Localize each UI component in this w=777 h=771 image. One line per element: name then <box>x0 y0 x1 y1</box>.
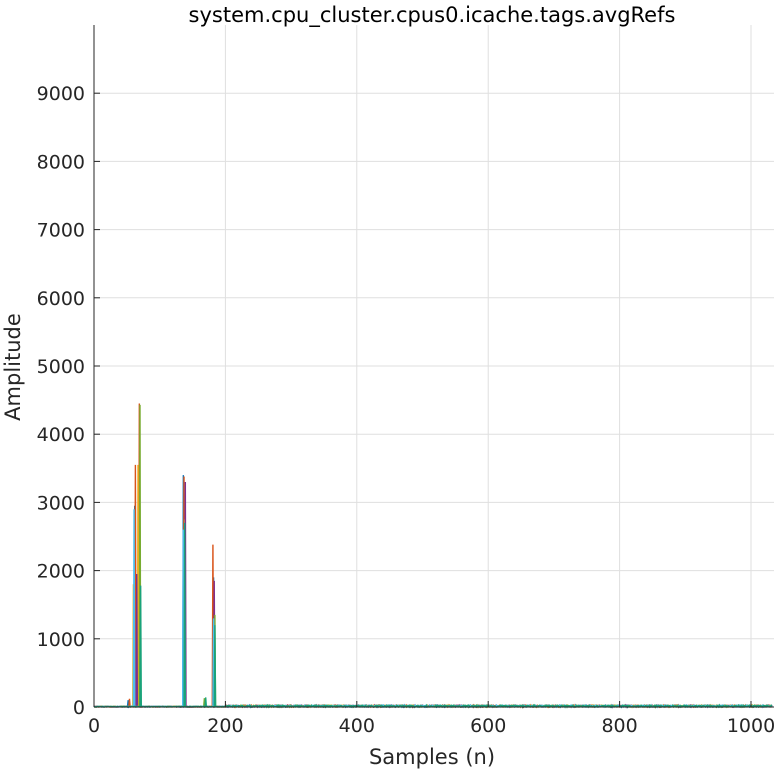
x-tick-label: 200 <box>207 715 243 737</box>
series-line <box>93 464 773 709</box>
y-tick-labels: 0 1000 2000 3000 4000 5000 6000 7000 8000 9000 <box>37 83 85 719</box>
y-tick-label: 7000 <box>37 220 85 242</box>
axes <box>93 25 774 708</box>
x-tick-labels: 0 200 400 600 800 1000 <box>88 715 775 737</box>
y-tick-label: 6000 <box>37 288 85 310</box>
x-tick-label: 600 <box>470 715 506 737</box>
x-tick-label: 0 <box>88 715 100 737</box>
series-lines <box>93 403 773 709</box>
x-tick-label: 400 <box>339 715 375 737</box>
series-line <box>93 522 773 709</box>
y-tick-label: 5000 <box>37 356 85 378</box>
series-line <box>93 475 773 709</box>
series-line <box>93 509 773 709</box>
x-axis-label: Samples (n) <box>369 745 495 769</box>
y-tick-label: 3000 <box>37 492 85 514</box>
y-tick-label: 2000 <box>37 561 85 583</box>
series-line <box>93 481 773 709</box>
x-tick-label: 800 <box>601 715 637 737</box>
series-line <box>93 403 773 709</box>
y-tick-label: 9000 <box>37 83 85 105</box>
y-tick-label: 1000 <box>37 629 85 651</box>
y-tick-label: 0 <box>73 697 85 719</box>
x-tick-label: 1000 <box>727 715 775 737</box>
grid <box>94 25 774 707</box>
y-tick-label: 8000 <box>37 151 85 173</box>
series-line <box>93 404 773 709</box>
y-tick-label: 4000 <box>37 424 85 446</box>
y-axis-label: Amplitude <box>1 313 25 421</box>
chart-title: system.cpu_cluster.cpus0.icache.tags.avg… <box>189 3 676 28</box>
